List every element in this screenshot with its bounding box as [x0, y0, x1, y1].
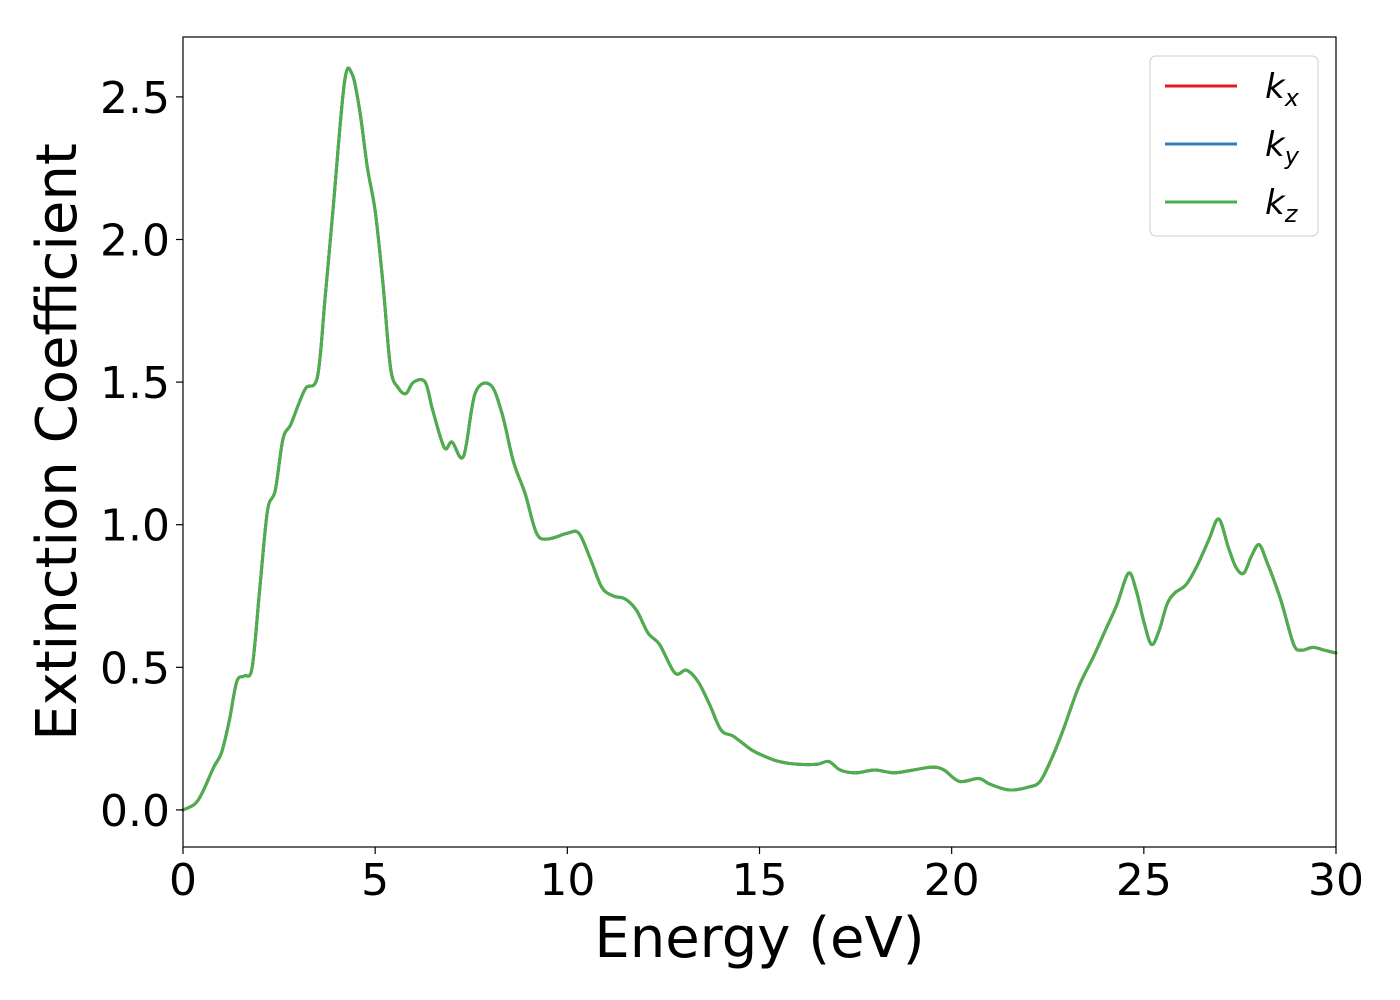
x-axis-ticks: 0 5 10 15 20 25 30	[169, 847, 1364, 906]
y-tick-label: 0.5	[100, 643, 170, 694]
x-tick-label: 10	[539, 855, 595, 906]
legend-items: kx ky kz	[1165, 67, 1300, 228]
x-tick-label: 15	[732, 855, 788, 906]
legend-item-k-y: ky	[1165, 125, 1300, 170]
x-tick-label: 25	[1116, 855, 1172, 906]
y-tick-label: 0.0	[100, 786, 170, 837]
x-axis-label: Energy (eV)	[594, 906, 924, 971]
legend-item-k-z: kz	[1165, 183, 1299, 228]
legend-box	[1149, 55, 1319, 237]
y-tick-label: 1.5	[100, 358, 170, 409]
legend-label: kz	[1265, 183, 1299, 228]
y-tick-label: 2.5	[100, 73, 170, 124]
x-tick-label: 20	[924, 855, 980, 906]
legend-item-k-x: kx	[1165, 67, 1300, 112]
y-axis-label: Extinction Coefficient	[25, 143, 90, 741]
legend: kx ky kz	[1149, 55, 1319, 237]
y-tick-label: 1.0	[100, 501, 170, 552]
x-tick-label: 0	[169, 855, 197, 906]
x-tick-label: 5	[361, 855, 389, 906]
legend-label: kx	[1265, 67, 1300, 112]
series-line-k-z	[181, 66, 1338, 812]
legend-label: ky	[1265, 125, 1300, 170]
y-tick-label: 2.0	[100, 216, 170, 267]
y-axis-ticks: 0.0 0.5 1.0 1.5 2.0 2.5	[100, 73, 183, 837]
x-tick-label: 30	[1308, 855, 1364, 906]
plot-series-layer	[181, 66, 1338, 812]
